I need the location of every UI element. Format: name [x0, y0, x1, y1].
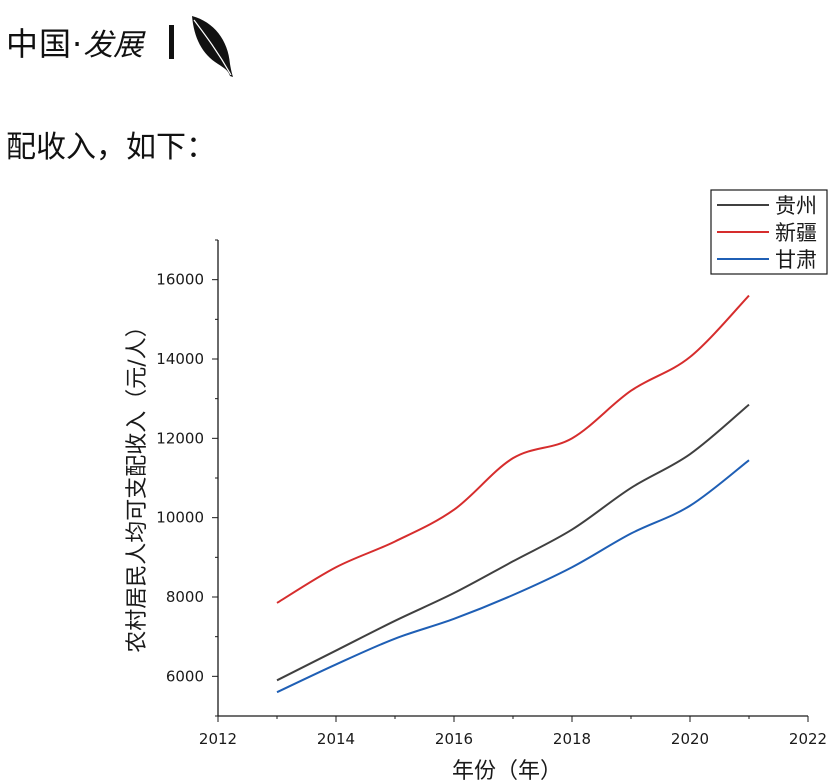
header-divider [169, 25, 175, 59]
brand-title: 中国· [6, 25, 84, 63]
x-tick-label: 2014 [317, 730, 355, 748]
x-tick-label: 2016 [435, 730, 473, 748]
y-tick-label: 14000 [156, 350, 204, 368]
x-tick-label: 2022 [789, 730, 827, 748]
leaf-icon [192, 16, 234, 77]
y-tick-label: 6000 [166, 667, 204, 685]
brand-title-italic: 发展 [83, 28, 144, 63]
body-paragraph: 配收入，如下： [6, 130, 216, 165]
x-tick-label: 2012 [199, 730, 237, 748]
legend-label: 甘肃 [775, 248, 817, 272]
brand-header: 中国· 发展 [6, 14, 234, 77]
chart-series [276, 294, 750, 694]
y-tick-label: 10000 [156, 509, 204, 527]
y-axis-label: 农村居民人均可支配收入（元/人） [125, 315, 150, 652]
legend-label: 新疆 [775, 221, 817, 245]
x-tick-label: 2020 [671, 730, 709, 748]
legend-label: 贵州 [775, 194, 817, 218]
y-tick-label: 12000 [156, 429, 204, 447]
series-line-1 [276, 403, 750, 682]
x-axis-label: 年份（年） [452, 759, 562, 783]
series-line-2 [276, 294, 750, 604]
chart-axes: 6000 8000 10000 12000 14000 16000 2012 2014 2016… [125, 239, 827, 783]
y-tick-label: 16000 [156, 271, 204, 289]
x-tick-label: 2018 [553, 730, 591, 748]
y-tick-label: 8000 [166, 588, 204, 606]
series-line-3 [276, 459, 750, 694]
